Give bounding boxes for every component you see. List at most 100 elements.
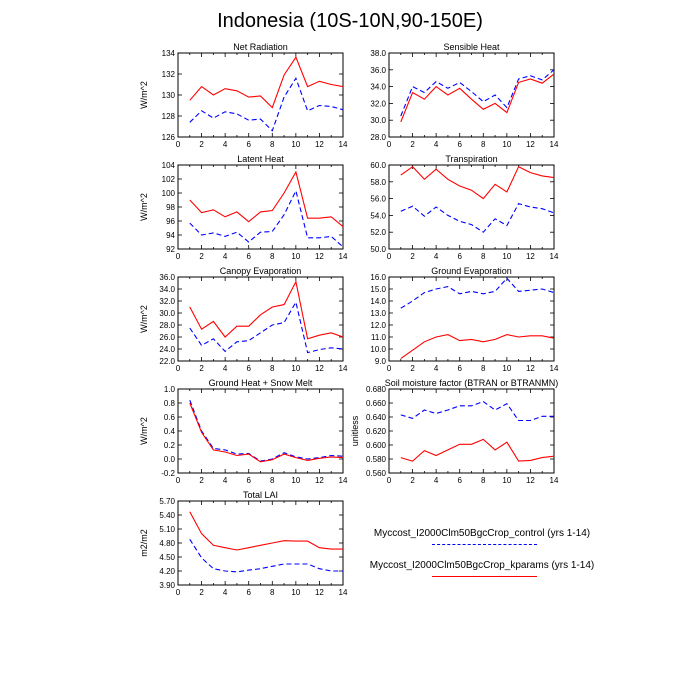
y-tick-label: 36.0 [370,66,386,75]
y-tick-label: 100 [162,189,176,198]
y-tick-label: 13.0 [370,309,386,318]
series-line-control [189,539,343,573]
series-line-kparams [189,280,343,340]
x-tick-label: 12 [315,140,324,149]
x-tick-label: 4 [434,476,439,485]
y-tick-label: 1.0 [164,385,176,394]
x-tick-label: 8 [270,252,275,261]
y-tick-label: 0.640 [366,413,387,422]
y-axis-label: W/m^2 [139,81,149,109]
x-tick-label: 10 [502,364,511,373]
x-tick-label: 4 [223,252,228,261]
y-tick-label: 0.680 [366,385,387,394]
x-tick-label: 8 [270,476,275,485]
legend-entry-kparams: Myccost_I2000Clm50BgcCrop_kparams (yrs 1… [362,560,602,592]
legend: Myccost_I2000Clm50BgcCrop_control (yrs 1… [362,528,602,592]
x-tick-label: 10 [291,476,300,485]
y-tick-label: 16.0 [370,273,386,282]
y-tick-label: 9.0 [375,357,387,366]
y-tick-label: 38.0 [370,49,386,58]
y-tick-label: 14.0 [370,297,386,306]
x-tick-label: 0 [387,140,392,149]
y-tick-label: 0.580 [366,455,387,464]
y-tick-label: 28.0 [370,133,386,142]
plot-frame [388,276,555,362]
x-tick-label: 4 [223,476,228,485]
y-tick-label: 24.0 [159,345,175,354]
plot-frame [388,52,555,138]
panel-title: Transpiration [445,154,497,164]
x-tick-label: 2 [199,140,204,149]
y-tick-label: 5.10 [159,525,175,534]
x-tick-label: 14 [550,252,559,261]
series-line-kparams [400,165,554,200]
x-tick-label: 2 [410,252,415,261]
series-line-control [189,300,343,354]
panel-title: Total LAI [243,490,278,500]
x-tick-label: 14 [339,476,348,485]
y-tick-label: 15.0 [370,285,386,294]
series-line-control [400,400,554,422]
x-tick-label: 10 [502,476,511,485]
x-tick-label: 8 [481,364,486,373]
series-line-control [400,69,554,117]
y-tick-label: 102 [162,175,176,184]
x-tick-label: 4 [223,364,228,373]
panel-soil-moisture-factor-btran-or-btranmn: Soil moisture factor (BTRAN or BTRANMN) u… [350,378,559,485]
y-tick-label: 0.8 [164,399,176,408]
legend-label-kparams: Myccost_I2000Clm50BgcCrop_kparams (yrs 1… [369,560,595,571]
y-tick-label: 52.0 [370,228,386,237]
series-line-kparams [400,438,554,462]
panel-canopy-evaporation: Canopy Evaporation W/m^2 0 2 4 6 8 10 12 14 22.0 24… [139,266,348,373]
x-tick-label: 12 [526,364,535,373]
panel-title: Canopy Evaporation [220,266,302,276]
y-tick-label: 98 [166,203,175,212]
y-tick-label: 0.2 [164,441,176,450]
y-tick-label: 22.0 [159,357,175,366]
y-tick-label: 134 [162,49,176,58]
series-line-kparams [189,170,343,228]
x-tick-label: 12 [526,140,535,149]
y-axis-label: unitless [350,415,360,446]
x-tick-label: 6 [457,364,462,373]
series-line-control [400,277,554,309]
x-tick-label: 6 [246,588,251,597]
x-tick-label: 14 [339,364,348,373]
x-tick-label: 2 [199,476,204,485]
panel-title: Soil moisture factor (BTRAN or BTRANMN) [385,378,559,388]
panel-ground-heat-snow-melt: Ground Heat + Snow Melt W/m^2 0 2 4 6 8 10 12 14 -… [139,378,348,485]
y-tick-label: 26.0 [159,333,175,342]
x-tick-label: 12 [315,476,324,485]
x-tick-label: 8 [270,364,275,373]
plot-frame [177,276,344,362]
x-tick-label: 0 [387,476,392,485]
x-tick-label: 6 [246,476,251,485]
x-tick-label: 0 [176,364,181,373]
y-tick-label: 54.0 [370,211,386,220]
panel-sensible-heat: Sensible Heat 0 2 4 6 8 10 12 14 28.0 30.0 32.0 34.0… [370,42,559,149]
y-tick-label: 126 [162,133,176,142]
series-line-kparams [189,56,343,109]
y-axis-label: W/m^2 [139,417,149,445]
y-axis-label: m2/m2 [139,529,149,557]
y-tick-label: 4.80 [159,539,175,548]
x-tick-label: 2 [199,252,204,261]
x-tick-label: 10 [291,588,300,597]
y-tick-label: 94 [166,231,175,240]
x-tick-label: 14 [339,252,348,261]
y-tick-label: 132 [162,70,176,79]
y-tick-label: 60.0 [370,161,386,170]
y-axis-label: W/m^2 [139,193,149,221]
x-tick-label: 4 [434,140,439,149]
panel-title: Latent Heat [237,154,284,164]
x-tick-label: 2 [410,364,415,373]
y-tick-label: 34.0 [370,83,386,92]
x-tick-label: 0 [176,252,181,261]
y-tick-label: 3.90 [159,581,175,590]
x-tick-label: 6 [457,140,462,149]
x-tick-label: 4 [434,364,439,373]
x-tick-label: 14 [550,364,559,373]
y-tick-label: 34.0 [159,285,175,294]
x-tick-label: 0 [387,252,392,261]
y-tick-label: 0.6 [164,413,176,422]
